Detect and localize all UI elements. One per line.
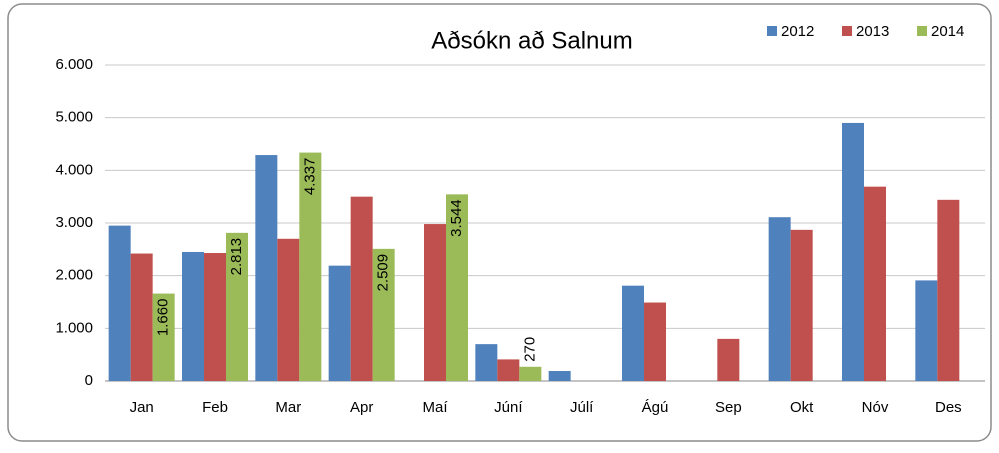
data-label: 3.544 (448, 199, 465, 237)
bar (842, 122, 864, 381)
x-tick-label: Nóv (862, 399, 889, 416)
bar (226, 232, 248, 381)
bar (548, 370, 571, 381)
y-tick-label: 1.000 (55, 319, 93, 336)
bar (372, 248, 395, 381)
x-tick-label: Feb (202, 399, 228, 416)
x-tick-label: Júlí (570, 399, 594, 416)
data-label: 4.337 (301, 158, 318, 196)
bar (328, 265, 351, 381)
bar (937, 199, 960, 381)
bar (644, 302, 666, 381)
bar (717, 338, 740, 381)
y-tick-label: 4.000 (55, 161, 93, 178)
legend-label: 2013 (856, 23, 889, 40)
bar (182, 251, 204, 381)
x-tick-label: Des (935, 399, 962, 416)
bar (108, 225, 131, 381)
bar (299, 152, 322, 381)
bar (277, 238, 300, 381)
data-label: 2.509 (375, 254, 392, 292)
legend-label: 2012 (781, 23, 814, 40)
legend-swatch (767, 26, 777, 36)
x-tick-label: Apr (350, 399, 373, 416)
legend-label: 2014 (931, 23, 964, 40)
bar (424, 224, 446, 381)
x-tick-label: Ágú (642, 399, 669, 416)
bar (446, 194, 468, 381)
legend-swatch (917, 26, 927, 36)
bar (768, 217, 791, 381)
bar (790, 229, 813, 381)
bar (864, 186, 886, 381)
y-tick-label: 5.000 (55, 109, 93, 126)
chart-title: Aðsókn að Salnum (431, 27, 632, 54)
y-tick-label: 3.000 (55, 214, 93, 231)
x-tick-label: Jan (130, 399, 154, 416)
bar (152, 293, 175, 381)
bar (915, 280, 938, 381)
x-tick-label: Sep (715, 399, 742, 416)
bar (622, 285, 644, 381)
bar (475, 344, 498, 381)
data-label: 2.813 (228, 238, 245, 276)
bar (519, 366, 542, 381)
x-tick-label: Júní (494, 399, 523, 416)
x-tick-label: Maí (422, 399, 448, 416)
y-tick-label: 2.000 (55, 267, 93, 284)
data-label: 1.660 (155, 299, 172, 337)
bar (497, 359, 520, 381)
y-tick-label: 6.000 (55, 56, 93, 73)
bar (130, 253, 153, 381)
data-label: 270 (521, 337, 538, 362)
bar (255, 155, 278, 381)
x-tick-label: Mar (275, 399, 301, 416)
x-tick-label: Okt (790, 399, 814, 416)
y-tick-label: 0 (85, 372, 93, 389)
bar (204, 253, 226, 381)
bar (350, 196, 373, 381)
legend-swatch (842, 26, 852, 36)
